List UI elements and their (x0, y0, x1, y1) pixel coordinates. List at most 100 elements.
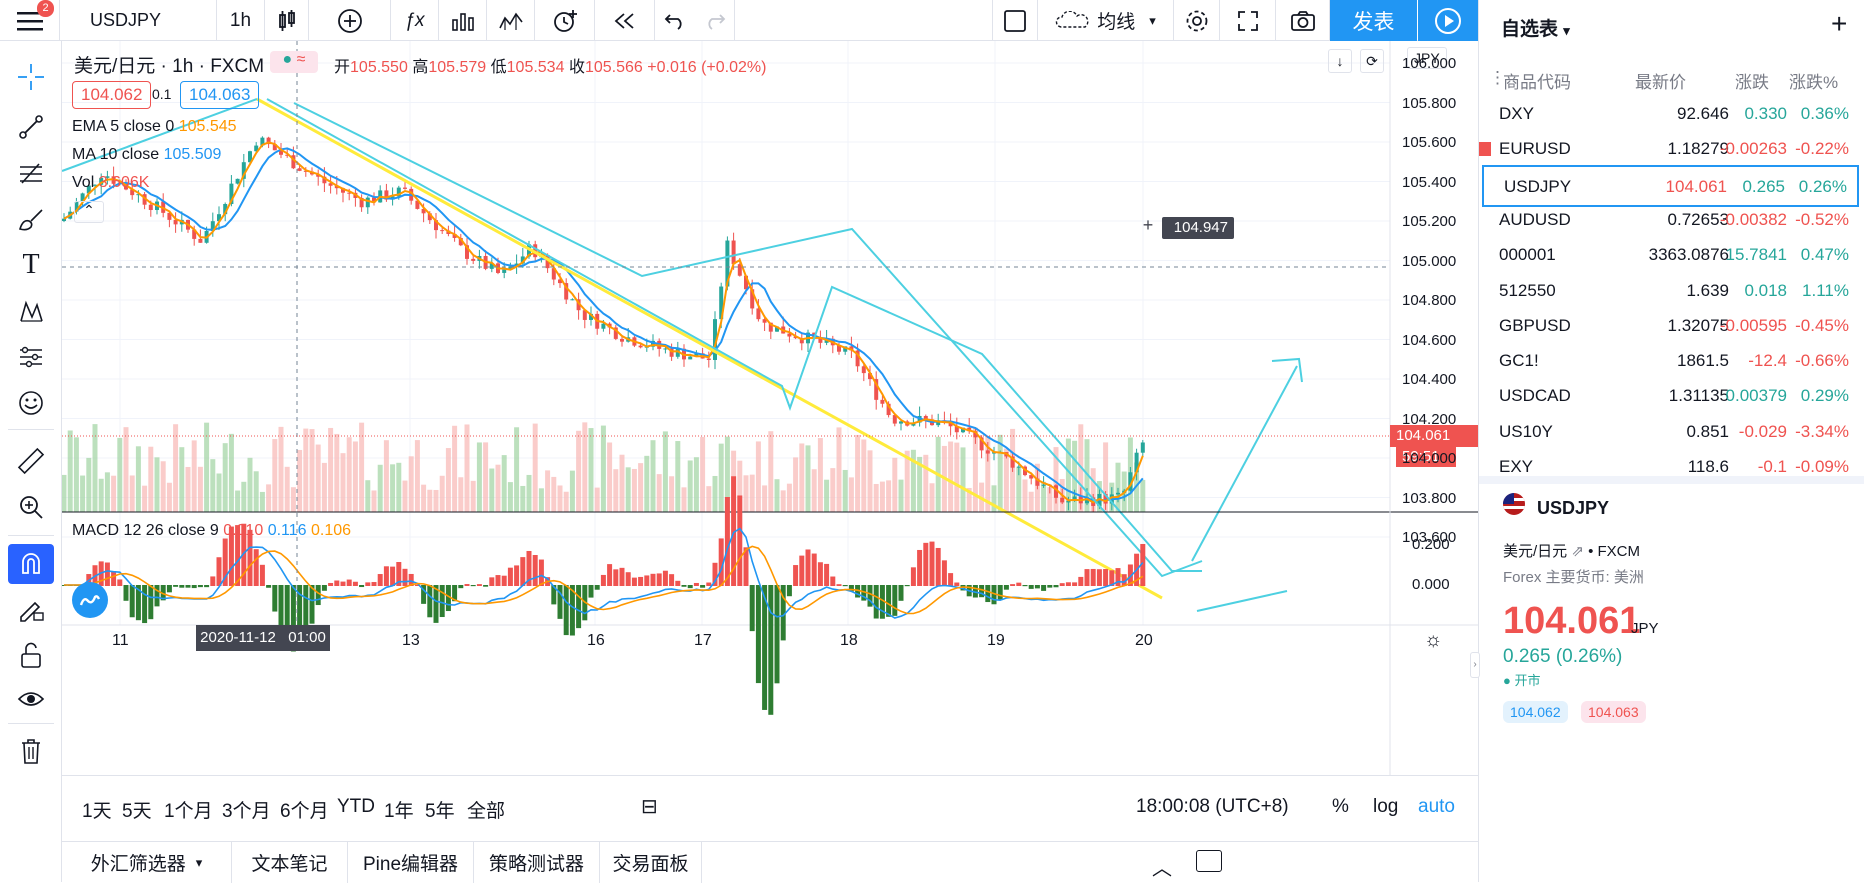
tab-text-notes[interactable]: 文本笔记 (232, 842, 348, 883)
layout-icon[interactable] (992, 0, 1038, 41)
brush-icon[interactable] (8, 199, 54, 239)
pattern-icon[interactable] (8, 291, 54, 331)
text-icon[interactable]: T (22, 249, 40, 280)
volume-bar (216, 473, 222, 512)
menu-icon[interactable]: 2 (0, 0, 60, 41)
col-symbol[interactable]: 商品代码 (1503, 73, 1571, 92)
macd-arrow-drawing[interactable] (1196, 590, 1288, 612)
detail-symbol[interactable]: USDJPY (1537, 498, 1610, 518)
col-last[interactable]: 最新价 (1635, 73, 1686, 92)
tab-strategy-tester[interactable]: 策略测试器 (474, 842, 600, 883)
watchlist-row[interactable]: GC1! 1861.5 -12.4 -0.66% (1479, 341, 1859, 383)
detail-bid[interactable]: 104.062 (1503, 701, 1568, 723)
chart-area[interactable]: 美元/日元 · 1h · FXCM ● ≈ 开105.550 高105.579 … (62, 41, 1478, 775)
watchlist-row[interactable]: USDJPY 104.061 0.265 0.26% (1482, 164, 1859, 207)
prediction-icon[interactable] (8, 337, 54, 377)
tab-trading-panel[interactable]: 交易面板 (600, 842, 702, 883)
drag-handle-icon[interactable]: ⋮ (1489, 68, 1506, 87)
auto-scale-button[interactable]: auto (1418, 796, 1455, 817)
yellow-trend-line[interactable] (256, 97, 1163, 600)
unlock-icon[interactable] (8, 635, 54, 675)
undo-icon[interactable] (655, 0, 695, 41)
fib-icon[interactable] (8, 153, 54, 193)
play-icon[interactable] (1418, 0, 1478, 41)
tab-forex-screener[interactable]: 外汇筛选器 ▾ (62, 842, 232, 883)
currency-label[interactable]: JPY (1407, 47, 1447, 69)
alert-icon[interactable] (535, 0, 595, 41)
style-select[interactable]: 均线 ▾ (1038, 0, 1174, 41)
watchlist-row[interactable]: 000001 3363.0876 15.7841 0.47% (1479, 235, 1859, 277)
crosshair-icon[interactable] (8, 57, 54, 97)
timeframe-button[interactable]: 1年 (384, 801, 414, 822)
ask-button[interactable]: 104.063 (180, 81, 260, 109)
detail-ask[interactable]: 104.063 (1581, 701, 1646, 723)
plus-icon[interactable]: + (1142, 215, 1154, 235)
reset-chart-icon[interactable]: ⟳ (1360, 49, 1384, 73)
ruler-icon[interactable] (8, 441, 54, 481)
external-link-icon[interactable]: ⇗ (1571, 543, 1584, 560)
col-change-pct[interactable]: 涨跌% (1789, 73, 1839, 92)
watchlist-row[interactable]: EURUSD 1.18279 -0.00263 -0.22% (1479, 129, 1859, 171)
timeframe-button[interactable]: 1个月 (164, 801, 213, 822)
add-compare-icon[interactable] (309, 0, 391, 41)
detail-category: Forex 主要货币: 美洲 (1503, 569, 1644, 586)
camera-icon[interactable] (1276, 0, 1330, 41)
replay-icon[interactable] (595, 0, 655, 41)
watchlist-row[interactable]: 512550 1.639 0.018 1.11% (1479, 271, 1859, 313)
macd-histogram-bar (228, 526, 234, 586)
volume-bar (1047, 487, 1053, 512)
collapse-legend-button[interactable]: ⌃ (74, 201, 104, 223)
trend-line-icon[interactable] (8, 107, 54, 147)
log-scale-button[interactable]: log (1373, 796, 1399, 817)
fullscreen-icon[interactable] (1220, 0, 1276, 41)
eye-icon[interactable] (8, 679, 54, 719)
price-chart[interactable] (62, 41, 1478, 775)
maximize-panel-icon[interactable] (1196, 850, 1222, 872)
date-range-icon[interactable]: ⊟ (641, 796, 658, 818)
cyan-channel-drawing[interactable] (62, 98, 1303, 578)
redo-icon[interactable] (695, 0, 735, 41)
clock-label[interactable]: 18:00:08 (UTC+8) (1136, 796, 1289, 817)
symbol-search[interactable]: USDJPY (60, 0, 217, 41)
panel-divider[interactable] (1479, 476, 1864, 484)
magnet-icon[interactable] (8, 544, 54, 584)
lock-drawing-icon[interactable] (8, 589, 54, 629)
col-change[interactable]: 涨跌 (1735, 73, 1769, 92)
watchlist-row[interactable]: EXY 118.6 -0.1 -0.09% (1479, 447, 1859, 474)
watchlist-row[interactable]: DXY 92.646 0.330 0.36% (1479, 94, 1859, 136)
templates-icon[interactable] (439, 0, 487, 41)
timeframe-button[interactable]: 6个月 (280, 801, 329, 822)
macd-histogram-bar (321, 585, 327, 591)
market-status-badge[interactable]: ● ≈ (270, 51, 318, 73)
watchlist-row[interactable]: US10Y 0.851 -0.029 -3.34% (1479, 412, 1859, 454)
flag-icon[interactable] (1479, 142, 1491, 157)
timeframe-button[interactable]: 全部 (467, 801, 506, 822)
tradingview-logo-icon[interactable] (72, 582, 108, 618)
bid-button[interactable]: 104.062 (72, 81, 152, 109)
watchlist-row[interactable]: USDCAD 1.31135 0.00379 0.29% (1479, 376, 1859, 418)
interval-button[interactable]: 1h (217, 0, 265, 41)
indicators-icon[interactable]: ƒx (391, 0, 439, 41)
watchlist-row[interactable]: GBPUSD 1.32075 -0.00595 -0.45% (1479, 306, 1859, 348)
publish-button[interactable]: 发表 (1330, 0, 1417, 41)
watchlist-title[interactable]: 自选表 ▾ (1501, 19, 1570, 40)
scroll-down-icon[interactable]: ↓ (1328, 49, 1352, 73)
collapse-panel-handle[interactable]: › (1470, 652, 1480, 678)
timeframe-button[interactable]: 5天 (122, 801, 152, 822)
smiley-icon[interactable] (8, 383, 54, 423)
candles-icon[interactable] (265, 0, 309, 41)
percent-scale-button[interactable]: % (1332, 796, 1349, 817)
timeframe-button[interactable]: 1天 (82, 801, 112, 822)
chevron-up-icon[interactable]: ︿ (1152, 858, 1172, 880)
tab-pine-editor[interactable]: Pine编辑器 (348, 842, 474, 883)
trash-icon[interactable] (8, 731, 54, 771)
gear-icon[interactable] (1174, 0, 1220, 41)
timeframe-button[interactable]: 5年 (425, 801, 455, 822)
gear-icon[interactable]: ☼ (1424, 629, 1443, 651)
add-symbol-icon[interactable]: + (1831, 8, 1848, 39)
chart-type-icon[interactable] (487, 0, 535, 41)
watchlist-row[interactable]: AUDUSD 0.72653 -0.00382 -0.52% (1479, 200, 1859, 242)
zoom-in-icon[interactable] (8, 487, 54, 527)
timeframe-button[interactable]: YTD (337, 796, 375, 817)
timeframe-button[interactable]: 3个月 (222, 801, 271, 822)
